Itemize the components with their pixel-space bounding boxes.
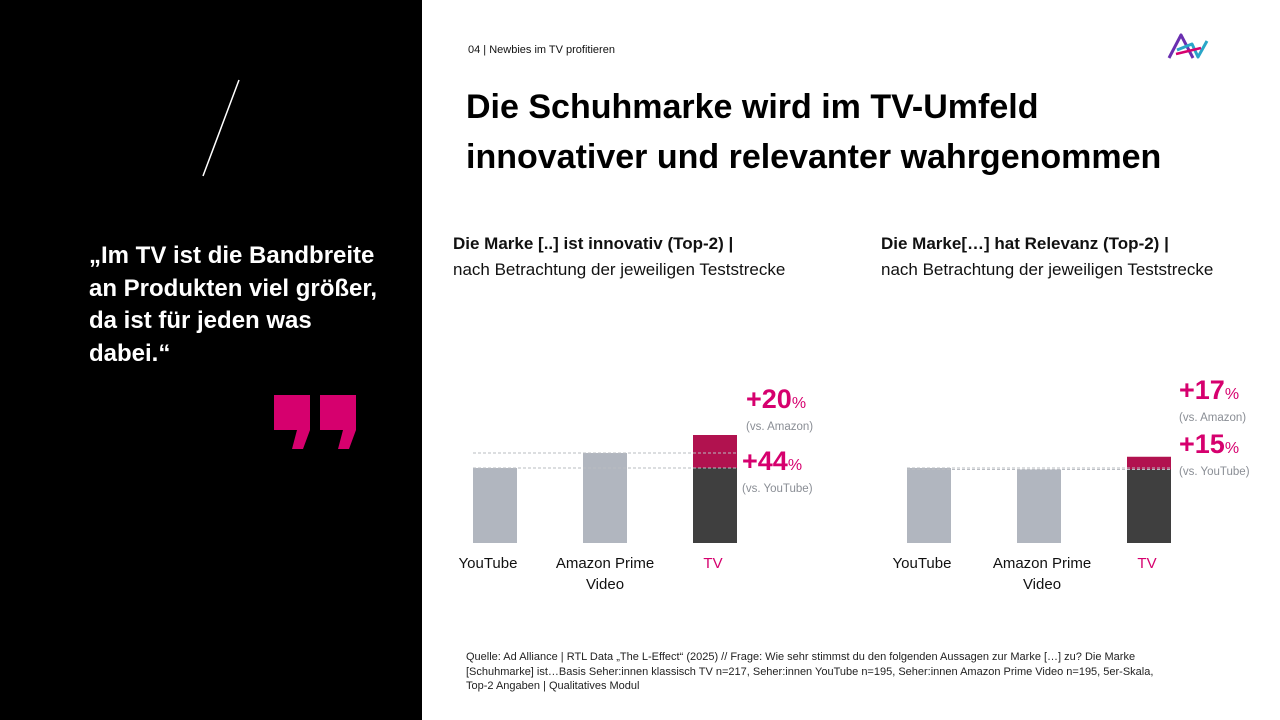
chart-1-category-label: TV [703, 555, 722, 572]
chart-1-bar-tv-base [693, 468, 737, 543]
chart-2-bar-amazon-prime-video [1017, 469, 1061, 543]
source-footnote: Quelle: Ad Alliance | RTL Data „The L-Ef… [466, 651, 1154, 692]
chart-1-bar-tv-increment [693, 435, 737, 468]
chart-2-subtitle: nach Betrachtung der jeweiligen Teststre… [881, 260, 1214, 279]
chart-2-title: Die Marke[…] hat Relevanz (Top-2) | [881, 234, 1169, 253]
chart-1-subtitle: nach Betrachtung der jeweiligen Teststre… [453, 260, 786, 279]
chart-2-annotation-note: (vs. Amazon) [1179, 412, 1246, 424]
chart-2-category-label: YouTube [893, 555, 952, 572]
chart-2-annotation-value: +17% [1179, 375, 1239, 405]
chart-1-annotation-note: (vs. YouTube) [742, 483, 813, 495]
chart-2-annotation-note: (vs. YouTube) [1179, 466, 1250, 478]
title-line-1: Die Schuhmarke wird im TV-Umfeld [466, 88, 1039, 126]
chart-2-heading: Die Marke[…] hat Relevanz (Top-2) | nach… [881, 231, 1213, 283]
chart-1-annotation-value: +20% [746, 384, 806, 414]
page-title: Die Schuhmarke wird im TV-Umfeld innovat… [466, 82, 1246, 182]
chart-1-bar-youtube [473, 468, 517, 543]
chart-1-heading: Die Marke [..] ist innovativ (Top-2) | n… [453, 231, 785, 283]
chart-1-title: Die Marke [..] ist innovativ (Top-2) | [453, 234, 734, 253]
ad-alliance-logo-icon [1167, 33, 1209, 59]
quotation-marks-icon [274, 395, 356, 449]
quote-text: „Im TV ist die Bandbreite an Produkten v… [89, 242, 378, 367]
slash-decoration [202, 79, 240, 177]
title-line-2: innovativer und relevanter wahrgenommen [466, 138, 1162, 176]
chart-2-bar-tv-base [1127, 469, 1171, 543]
chart-1-category-label: Amazon Prime Video [556, 555, 654, 593]
chart-1-annotation-value: +44% [742, 446, 802, 476]
chart-2-bar-youtube [907, 468, 951, 543]
chart-1-bar-amazon-prime-video [583, 453, 627, 543]
section-label: 04 | Newbies im TV profitieren [468, 44, 615, 56]
chart-2-category-label: Amazon Prime Video [993, 555, 1091, 593]
chart-1-annotation-note: (vs. Amazon) [746, 421, 813, 433]
chart-1-category-label: YouTube [459, 555, 518, 572]
chart-2-bar-tv-increment [1127, 456, 1171, 470]
chart-2-category-label: TV [1137, 555, 1156, 572]
chart-2-annotation-value: +15% [1179, 429, 1239, 459]
quote-panel: „Im TV ist die Bandbreite an Produkten v… [0, 0, 422, 720]
